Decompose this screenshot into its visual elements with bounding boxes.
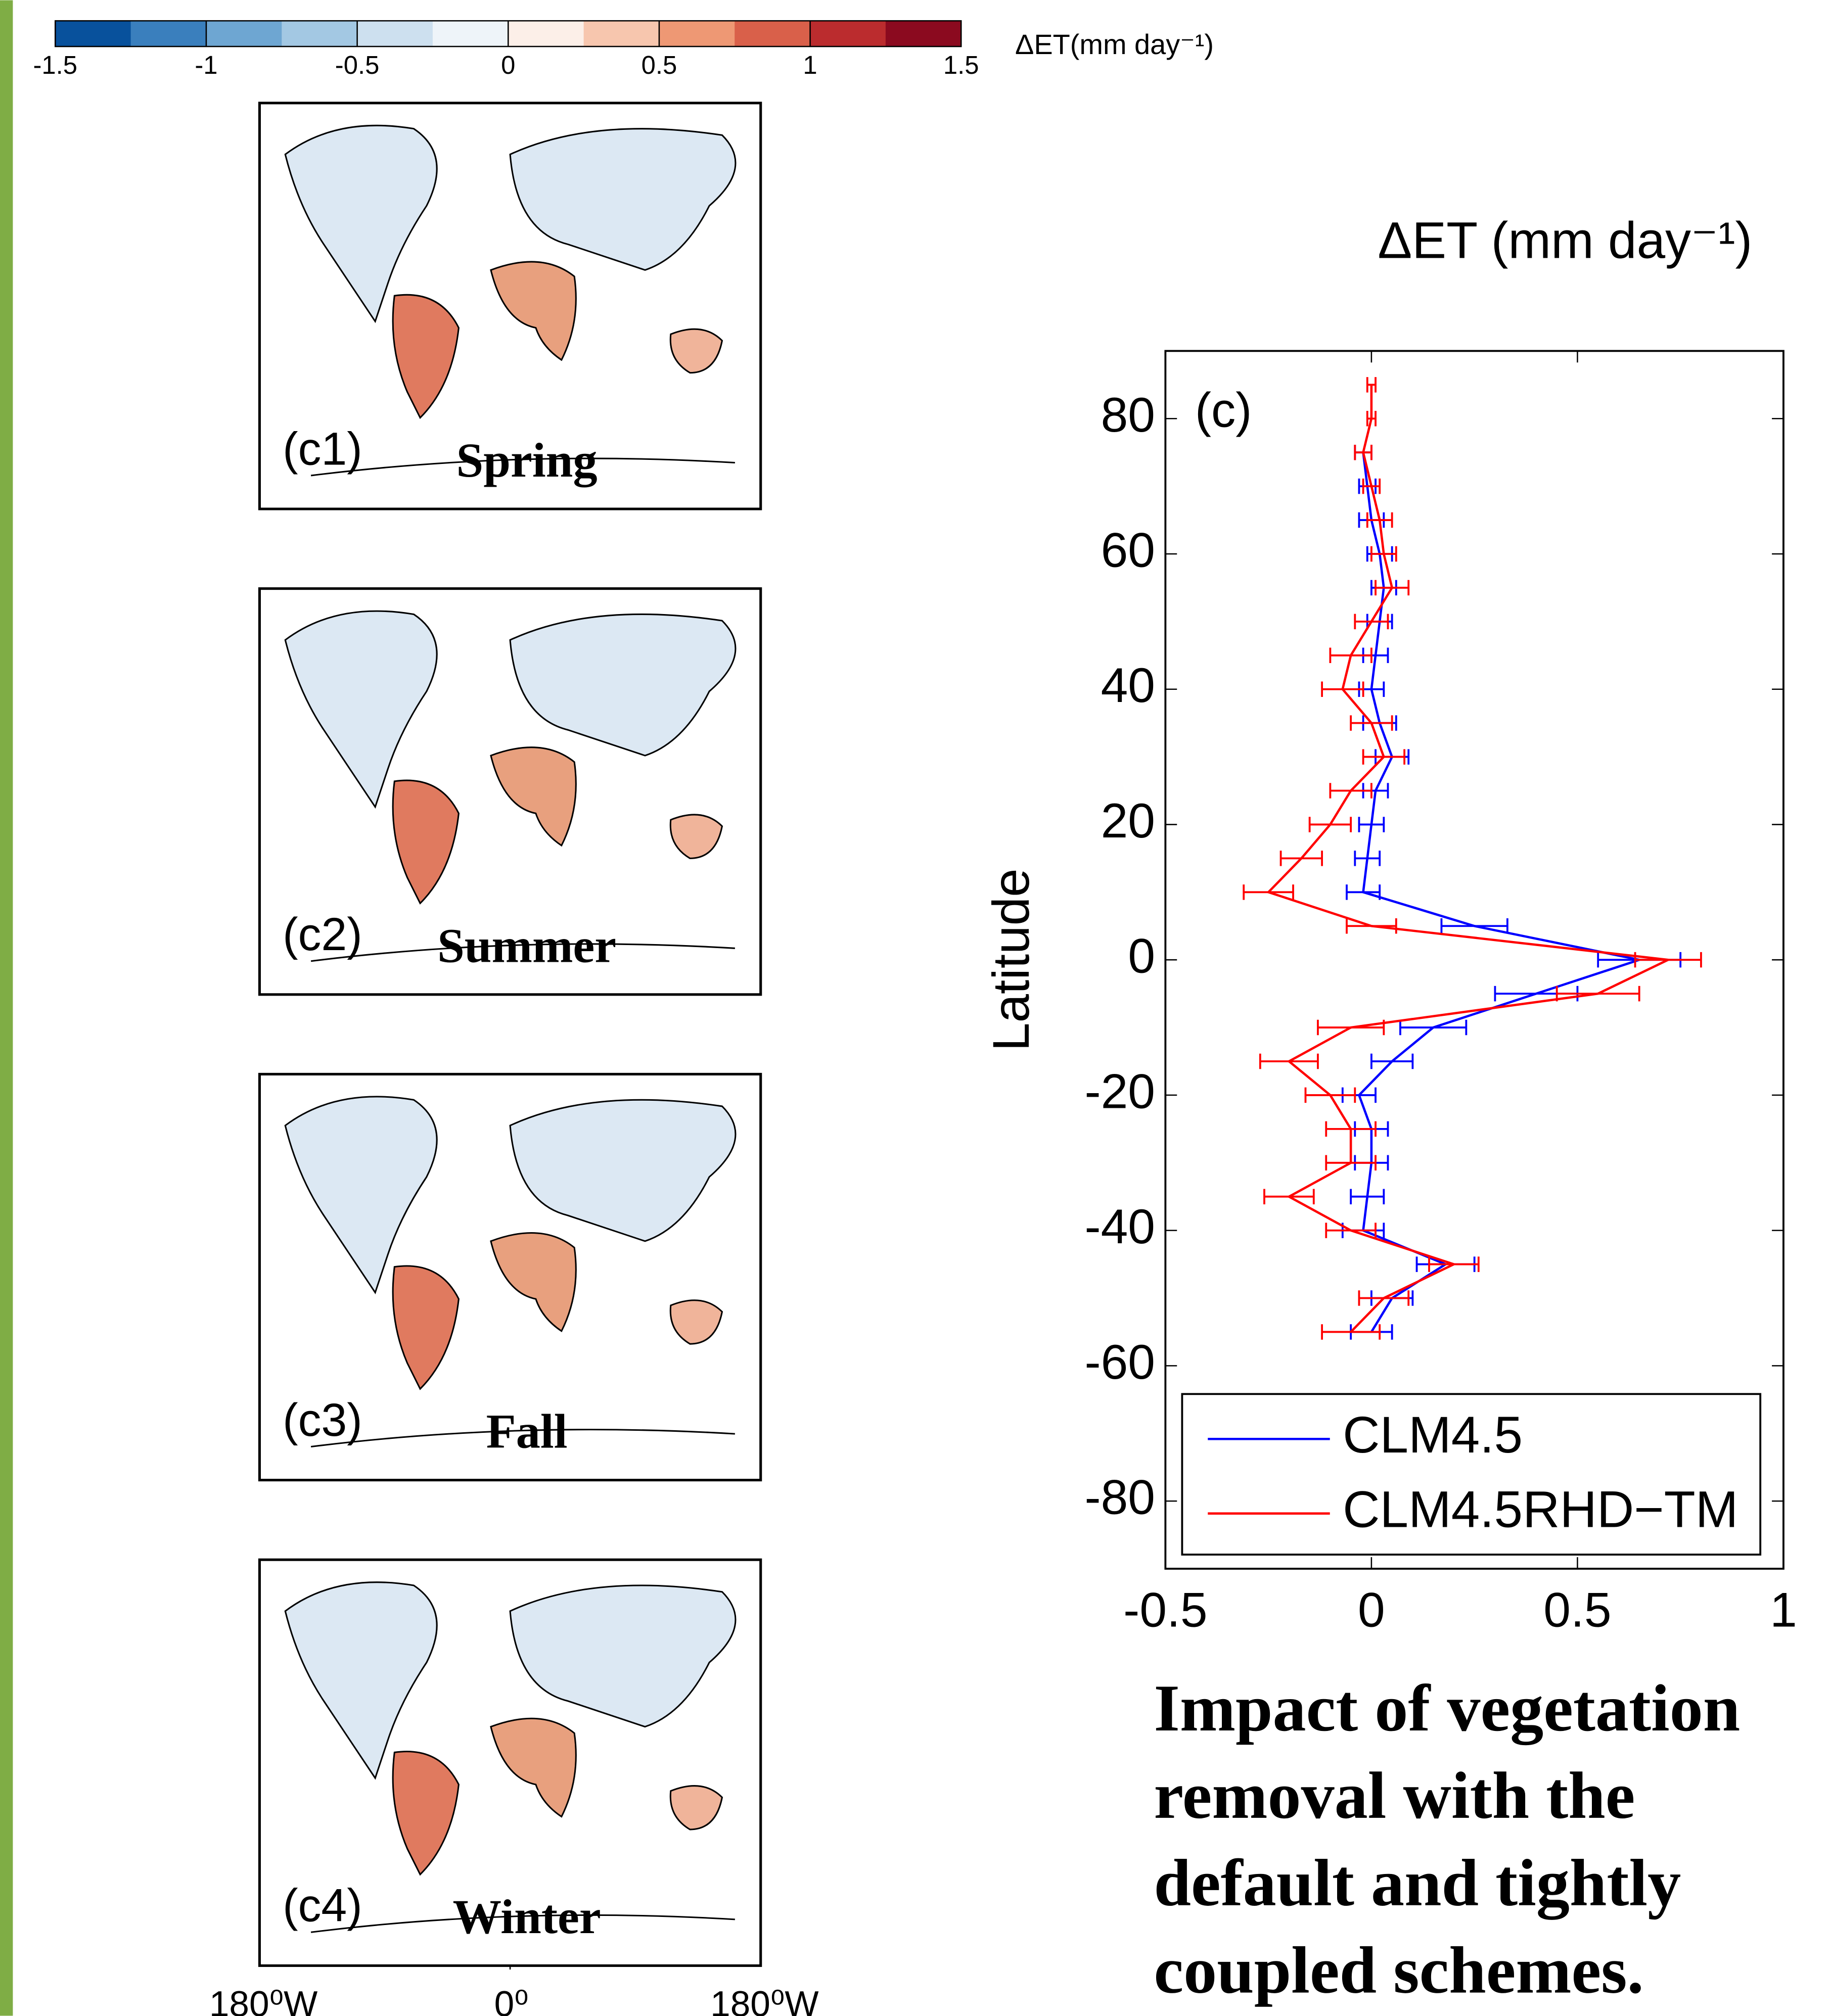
x-tick-label: 1 [1770,1583,1797,1637]
map-season: Fall [486,1404,568,1458]
map-lon-label: 180⁰W [209,1985,317,2016]
legend-label: CLM4.5RHD−TM [1343,1481,1738,1538]
panel-label: (c) [1195,383,1252,437]
colorbar-cell [885,21,962,46]
side-border [0,0,13,2016]
colorbar-cell [55,21,131,46]
legend-label: CLM4.5 [1343,1406,1523,1464]
map-label: (c3) [283,1394,362,1446]
y-tick-label: -80 [1084,1471,1155,1525]
colorbar-cell [206,21,283,46]
colorbar-tick-label: -1.5 [33,51,77,79]
colorbar-label: ΔET(mm day⁻¹) [1015,28,1214,60]
caption-line: Impact of vegetation [1154,1671,1740,1745]
colorbar-cell [130,21,207,46]
caption-line: removal with the [1154,1758,1635,1833]
colorbar-cell [432,21,509,46]
map-label: (c1) [283,423,362,475]
y-tick-label: -40 [1084,1200,1155,1254]
colorbar-tick-label: -1 [195,51,217,79]
map-lon-label: 0⁰ [494,1985,529,2016]
map-season: Spring [456,433,598,487]
x-tick-label: 0.5 [1543,1583,1611,1637]
y-tick-label: -20 [1084,1064,1155,1118]
colorbar-cell [282,21,358,46]
colorbar-tick-label: 0 [501,51,515,79]
colorbar-tick-label: -0.5 [335,51,380,79]
legend-box [1181,1393,1762,1556]
y-tick-label: 20 [1101,794,1155,848]
x-tick-label: 0 [1358,1583,1385,1637]
colorbar-cell [508,21,584,46]
map-label: (c2) [283,909,362,960]
map-lon-label: 180⁰W [710,1985,818,2016]
colorbar-tick-label: 1.5 [943,51,979,79]
caption-line: coupled schemes. [1154,1933,1643,2007]
map-season: Summer [437,919,616,973]
map-season: Winter [452,1890,601,1944]
y-tick-label: 40 [1101,659,1155,713]
colorbar-cell [357,21,434,46]
colorbar-cell [735,21,811,46]
y-tick-label: 0 [1128,929,1155,983]
colorbar-cell [659,21,736,46]
x-tick-label: -0.5 [1123,1583,1207,1637]
colorbar-tick-label: 1 [803,51,817,79]
y-tick-label: 80 [1101,388,1155,442]
series-line [1357,452,1644,1333]
chart-title: ΔET (mm day⁻¹) [1378,211,1752,269]
colorbar-cell [583,21,660,46]
caption-line: default and tightly [1154,1846,1681,1920]
series-line [1266,385,1672,1333]
colorbar-tick-label: 0.5 [642,51,677,79]
y-axis-label: Latitude [982,868,1040,1051]
map-label: (c4) [283,1880,362,1932]
y-tick-label: -60 [1084,1335,1155,1389]
colorbar-cell [810,21,887,46]
y-tick-label: 60 [1101,524,1155,578]
